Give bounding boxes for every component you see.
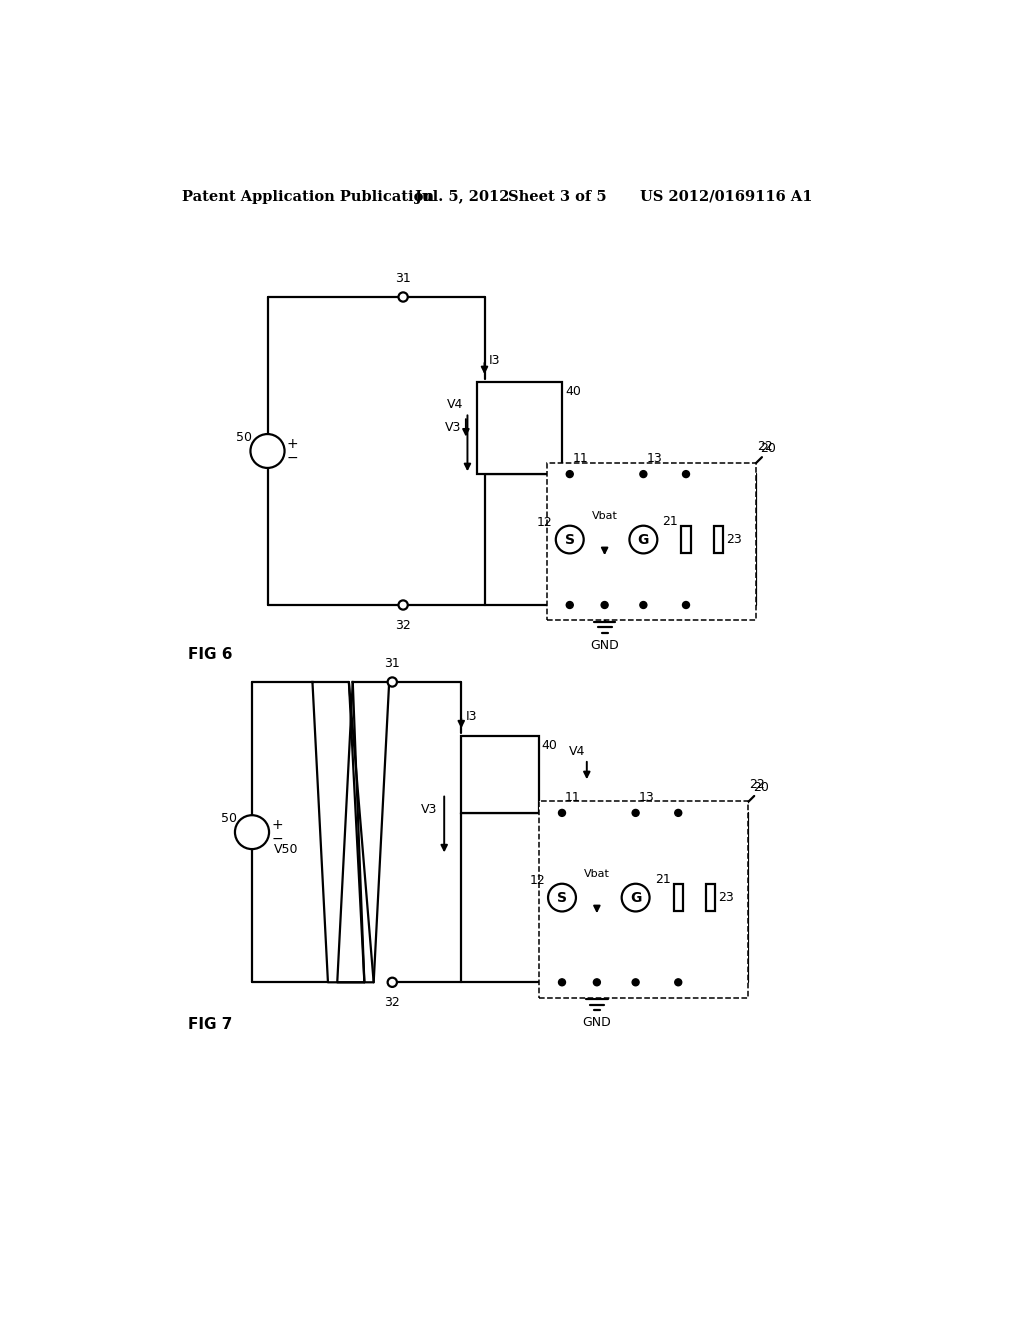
Text: V50: V50: [273, 842, 298, 855]
Text: FIG 6: FIG 6: [188, 647, 232, 663]
Circle shape: [556, 525, 584, 553]
Circle shape: [675, 809, 682, 816]
Circle shape: [251, 434, 285, 469]
Text: V3: V3: [421, 803, 437, 816]
Circle shape: [622, 884, 649, 911]
Text: 12: 12: [537, 516, 553, 529]
Text: GND: GND: [590, 639, 618, 652]
Text: 20: 20: [753, 781, 769, 795]
Text: S: S: [557, 891, 567, 904]
Bar: [674, 884, 683, 911]
Text: 31: 31: [384, 656, 400, 669]
Circle shape: [630, 525, 657, 553]
Circle shape: [558, 979, 565, 986]
Circle shape: [683, 602, 689, 609]
Text: 20: 20: [761, 442, 776, 455]
Text: GND: GND: [583, 1016, 611, 1030]
Bar: [477, 381, 562, 474]
Circle shape: [234, 816, 269, 849]
Text: 22: 22: [758, 440, 773, 453]
Text: 32: 32: [384, 997, 400, 1010]
Circle shape: [548, 884, 575, 911]
Text: 11: 11: [572, 451, 589, 465]
Circle shape: [601, 602, 608, 609]
Text: 11: 11: [565, 791, 581, 804]
Circle shape: [632, 809, 639, 816]
Text: Patent Application Publication: Patent Application Publication: [182, 190, 434, 203]
Text: S: S: [565, 532, 574, 546]
Text: Vbat: Vbat: [592, 511, 617, 521]
Circle shape: [640, 602, 647, 609]
Text: −: −: [271, 832, 283, 846]
Text: I3: I3: [466, 710, 477, 723]
Bar: [714, 525, 723, 553]
Circle shape: [632, 979, 639, 986]
Text: FIG 7: FIG 7: [188, 1016, 232, 1032]
Text: Jul. 5, 2012: Jul. 5, 2012: [415, 190, 509, 203]
Text: 12: 12: [529, 874, 545, 887]
Bar: [547, 462, 756, 620]
Text: 50: 50: [221, 812, 237, 825]
Circle shape: [683, 471, 689, 478]
Text: +: +: [287, 437, 299, 451]
Text: V4: V4: [569, 744, 586, 758]
Text: G: G: [630, 891, 641, 904]
Text: 21: 21: [654, 873, 671, 886]
Bar: [681, 525, 690, 553]
Circle shape: [388, 677, 397, 686]
Circle shape: [566, 602, 573, 609]
Text: 21: 21: [663, 515, 678, 528]
Text: Sheet 3 of 5: Sheet 3 of 5: [508, 190, 606, 203]
Text: I3: I3: [489, 354, 501, 367]
Circle shape: [593, 979, 600, 986]
Circle shape: [640, 471, 647, 478]
Text: Vbat: Vbat: [584, 869, 610, 879]
Bar: [461, 737, 539, 813]
Circle shape: [398, 601, 408, 610]
Text: 23: 23: [726, 533, 742, 546]
Circle shape: [398, 293, 408, 302]
Circle shape: [558, 809, 565, 816]
Bar: [539, 801, 748, 998]
Circle shape: [388, 978, 397, 987]
Text: 31: 31: [395, 272, 411, 285]
Polygon shape: [312, 682, 365, 982]
Circle shape: [566, 471, 573, 478]
Circle shape: [675, 979, 682, 986]
Text: V4: V4: [446, 399, 463, 412]
Text: G: G: [638, 532, 649, 546]
Text: 13: 13: [646, 451, 663, 465]
Text: 22: 22: [750, 779, 765, 792]
Text: US 2012/0169116 A1: US 2012/0169116 A1: [640, 190, 812, 203]
Text: 40: 40: [542, 739, 558, 752]
Text: 13: 13: [639, 791, 654, 804]
Text: 32: 32: [395, 619, 411, 632]
Text: 50: 50: [237, 430, 252, 444]
Bar: [707, 884, 716, 911]
Text: −: −: [287, 451, 299, 465]
Text: 40: 40: [565, 385, 581, 397]
Polygon shape: [337, 682, 389, 982]
Text: V3: V3: [445, 421, 462, 434]
Text: 23: 23: [719, 891, 734, 904]
Text: +: +: [271, 818, 283, 832]
